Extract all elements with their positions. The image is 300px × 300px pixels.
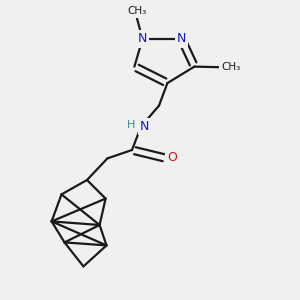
Text: CH₃: CH₃: [221, 62, 241, 72]
Text: H: H: [127, 120, 135, 130]
Text: N: N: [138, 32, 147, 46]
Text: CH₃: CH₃: [127, 5, 146, 16]
Text: N: N: [177, 32, 186, 46]
Text: O: O: [168, 151, 177, 164]
Text: N: N: [140, 120, 149, 133]
